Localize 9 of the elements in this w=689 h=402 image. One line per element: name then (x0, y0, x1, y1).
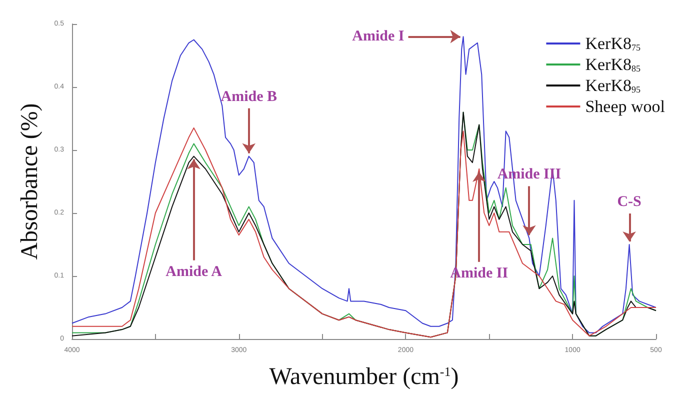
annotation: Amide I (352, 28, 404, 45)
legend-label: KerK875 (585, 34, 641, 53)
legend-label: Sheep wool (585, 97, 666, 116)
annotation: Amide A (166, 264, 222, 280)
legend-label: KerK895 (585, 76, 641, 95)
annotation: C-S (617, 194, 642, 210)
annotation: Amide B (220, 88, 277, 105)
legend-label: KerK885 (585, 55, 641, 74)
y-axis-title: Absorbance (%) (17, 103, 43, 260)
